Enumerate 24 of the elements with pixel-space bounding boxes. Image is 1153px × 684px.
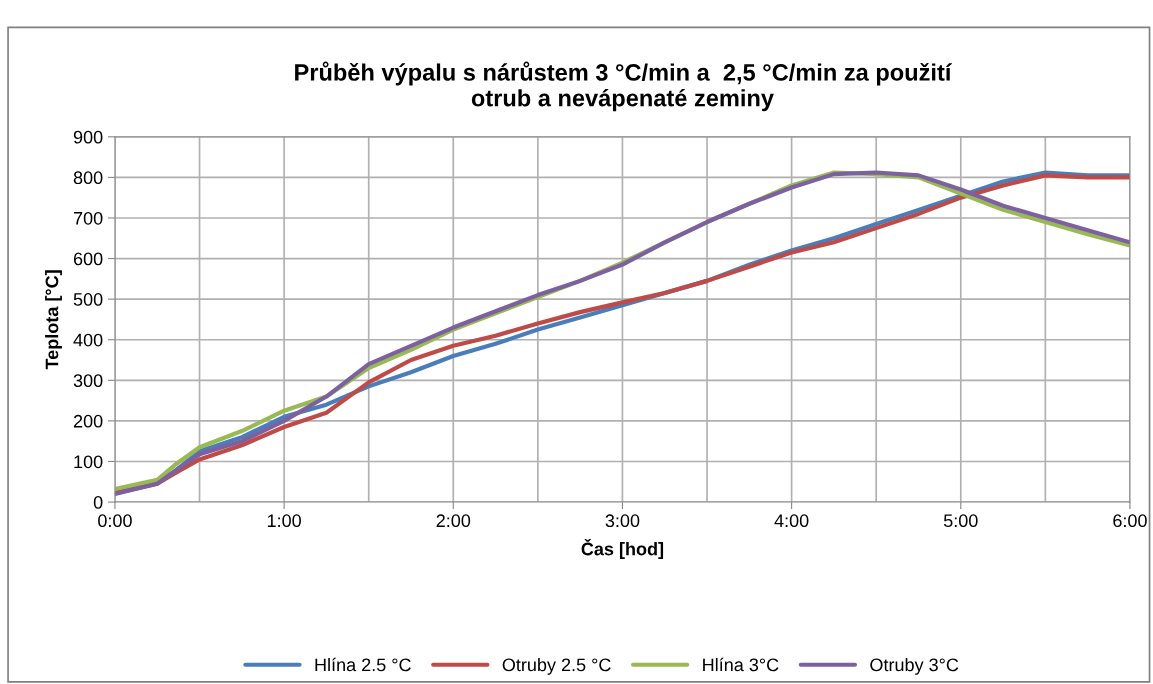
legend-label: Hlína 3°C [703,657,779,672]
y-tick-label: 300 [73,374,103,388]
y-tick-label: 200 [73,414,103,428]
x-tick-label: 5:00 [943,514,978,528]
x-tick-label: 6:00 [1113,514,1147,528]
chart-title: Průběh výpalu s nárůstem 3 °C/min a 2,5 °C/min za použití otrub a nevápenaté zeminy [295,61,953,112]
y-tick-label: 600 [73,252,103,266]
x-tick-label: 1:00 [267,514,301,528]
x-axis-title: Čas [hod] [581,539,664,559]
y-tick-label: 700 [73,211,103,225]
x-tick-label: 4:00 [774,514,809,528]
y-tick-label: 100 [74,455,103,469]
legend-label: Hlína 2.5 °C [315,657,411,672]
y-axis-title: Teplota [°C] [45,270,62,370]
y-tick-label: 0 [93,495,103,509]
y-tick-label: 800 [73,171,103,185]
y-tick-label: 900 [73,130,103,144]
legend-label: Otruby 2.5 °C [502,658,611,675]
legend-label: Otruby 3°C [870,658,959,675]
y-tick-label: 500 [73,293,103,306]
x-tick-label: 0:00 [98,514,132,528]
x-tick-label: 3:00 [605,514,640,528]
y-tick-label: 400 [73,333,103,347]
x-tick-label: 2:00 [436,514,471,528]
